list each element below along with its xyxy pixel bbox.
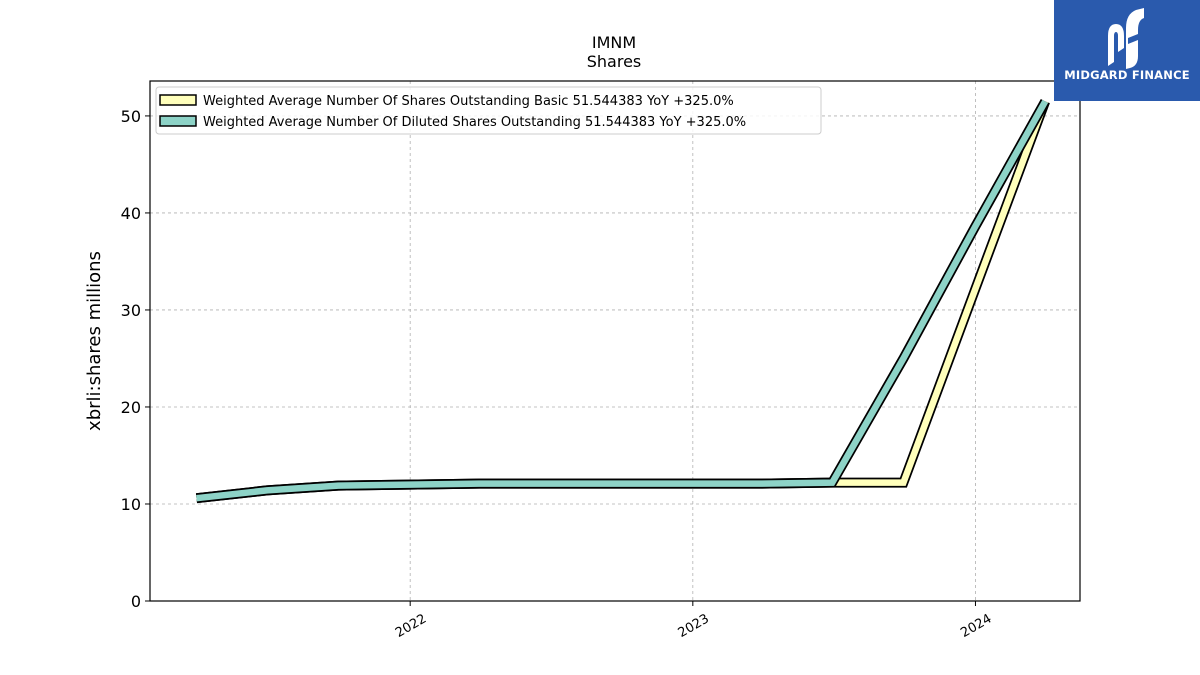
y-axis-label: xbrli:shares millions: [84, 251, 105, 431]
x-tick-label: 2022: [393, 611, 429, 641]
y-tick-label: 0: [131, 592, 141, 611]
series-line-1: [196, 99, 1049, 502]
brand-logo: MIDGARD FINANCE: [1054, 0, 1200, 101]
x-axis: 2022 2023 2024: [393, 601, 994, 641]
series-line-0: [196, 100, 1049, 502]
chart-title: IMNM: [592, 33, 636, 52]
x-tick-label: 2024: [958, 611, 994, 641]
y-tick-label: 10: [121, 495, 141, 514]
y-tick-label: 50: [121, 107, 141, 126]
y-tick-label: 40: [121, 204, 141, 223]
y-tick-label: 30: [121, 301, 141, 320]
series-layer: [195, 98, 1050, 504]
chart-subtitle: Shares: [587, 52, 642, 71]
legend-label-1: Weighted Average Number Of Diluted Share…: [203, 115, 746, 130]
legend: Weighted Average Number Of Shares Outsta…: [155, 86, 822, 135]
legend-box: [155, 86, 822, 135]
legend-swatch-0: [159, 94, 197, 106]
logo-text: MIDGARD FINANCE: [1064, 68, 1190, 82]
legend-swatch-1: [159, 115, 197, 127]
legend-label-0: Weighted Average Number Of Shares Outsta…: [203, 94, 734, 109]
logo-mark-icon: [1108, 8, 1144, 69]
y-axis: 0 10 20 30 40 50: [121, 107, 150, 611]
y-tick-label: 20: [121, 398, 141, 417]
plot-frame: [149, 80, 1081, 602]
x-tick-label: 2023: [676, 611, 712, 641]
grid: [150, 81, 1080, 602]
